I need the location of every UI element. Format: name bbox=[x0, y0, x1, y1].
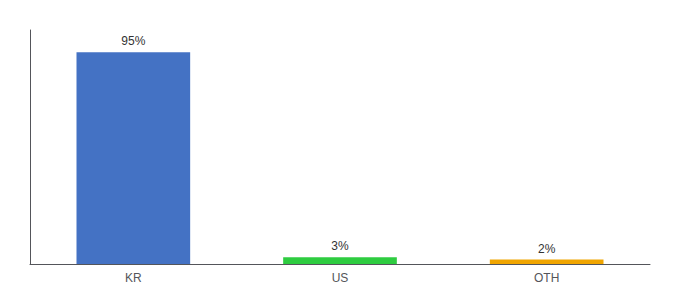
svg-text:KR: KR bbox=[125, 271, 142, 285]
svg-text:OTH: OTH bbox=[534, 271, 559, 285]
svg-text:2%: 2% bbox=[538, 242, 556, 256]
svg-text:95%: 95% bbox=[121, 34, 145, 48]
svg-text:US: US bbox=[332, 271, 349, 285]
svg-text:3%: 3% bbox=[331, 239, 349, 253]
